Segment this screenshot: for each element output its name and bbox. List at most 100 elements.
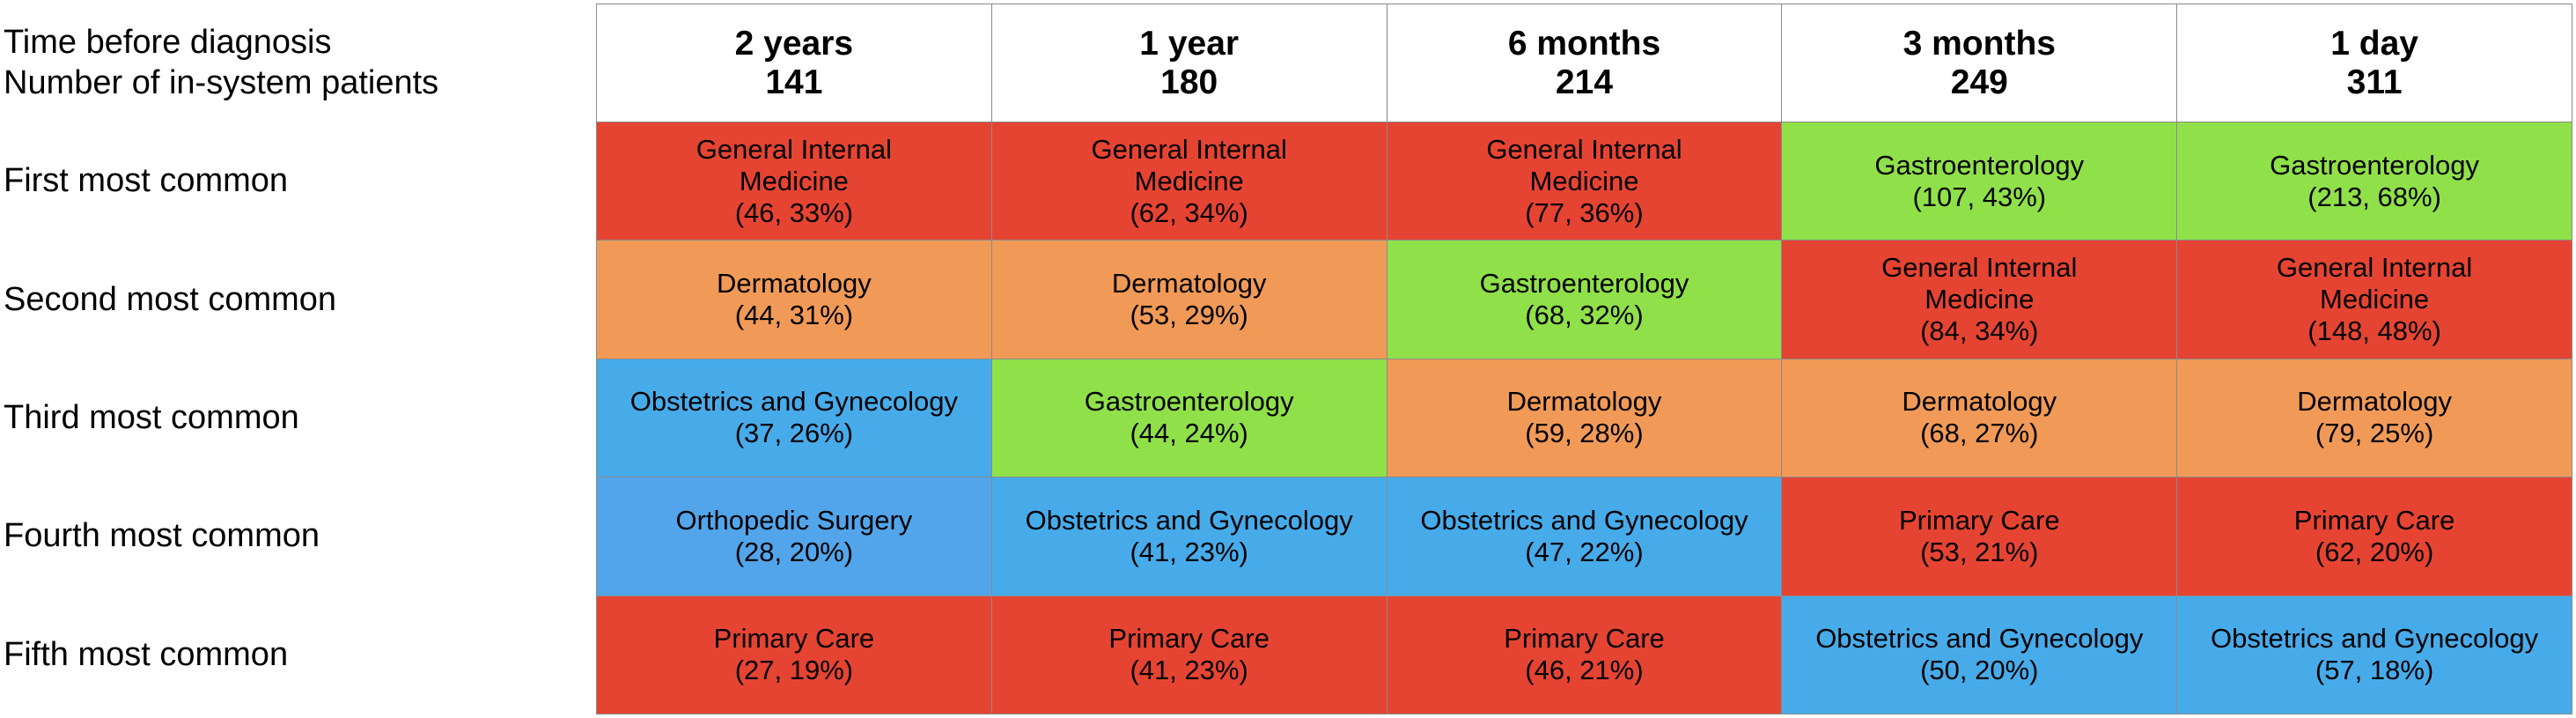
column-header: 1 day 311 bbox=[2176, 4, 2572, 122]
cell-value: (41, 23%) bbox=[1130, 536, 1248, 567]
table-cell: Obstetrics and Gynecology (37, 26%) bbox=[596, 358, 992, 478]
cell-value: (62, 20%) bbox=[2315, 536, 2434, 567]
column-patient-count: 214 bbox=[1555, 63, 1614, 101]
row-label-text: Second most common bbox=[4, 280, 337, 318]
header-label-line-1: Time before diagnosis bbox=[4, 24, 332, 61]
cell-specialty: General Internal bbox=[1486, 133, 1682, 165]
cell-specialty: Obstetrics and Gynecology bbox=[1025, 504, 1353, 536]
column-header: 2 years 141 bbox=[596, 4, 992, 122]
table-cell: Dermatology (79, 25%) bbox=[2176, 358, 2572, 478]
table-cell: General Internal Medicine (148, 48%) bbox=[2176, 240, 2572, 359]
column-time-label: 1 year bbox=[1139, 24, 1240, 63]
cell-specialty-line2: Medicine bbox=[739, 165, 849, 196]
column-patient-count: 249 bbox=[1950, 63, 2008, 101]
cell-specialty-line2: Medicine bbox=[2320, 284, 2430, 315]
cell-value: (50, 20%) bbox=[1920, 655, 2039, 686]
cell-value: (44, 31%) bbox=[734, 300, 854, 331]
header-label-line-2: Number of in-system patients bbox=[4, 64, 439, 101]
table-cell: Primary Care (62, 20%) bbox=[2176, 477, 2572, 596]
cell-specialty: Gastroenterology bbox=[1084, 386, 1294, 418]
cell-specialty: General Internal bbox=[696, 133, 893, 165]
table-cell: General Internal Medicine (62, 34%) bbox=[990, 122, 1387, 241]
cell-value: (27, 19%) bbox=[734, 655, 854, 686]
cell-value: (68, 32%) bbox=[1525, 300, 1644, 331]
table-cell: General Internal Medicine (84, 34%) bbox=[1781, 240, 2178, 359]
cell-specialty: General Internal bbox=[1881, 252, 2078, 284]
column-patient-count: 141 bbox=[765, 63, 823, 101]
cell-specialty: Dermatology bbox=[1902, 386, 2057, 418]
table-cell: Dermatology (53, 29%) bbox=[990, 240, 1387, 359]
row-label: First most common bbox=[4, 122, 288, 240]
row-label: Second most common bbox=[4, 240, 336, 358]
cell-specialty: Gastroenterology bbox=[2270, 149, 2479, 181]
table-cell: Dermatology (44, 31%) bbox=[596, 240, 992, 359]
table-cell: Obstetrics and Gynecology (41, 23%) bbox=[990, 477, 1387, 596]
cell-specialty: Gastroenterology bbox=[1874, 149, 2085, 181]
table-cell: Primary Care (27, 19%) bbox=[596, 595, 992, 714]
cell-value: (53, 29%) bbox=[1130, 300, 1248, 331]
cell-specialty-line2: Medicine bbox=[1529, 165, 1639, 196]
cell-specialty: General Internal bbox=[2276, 252, 2473, 284]
column-time-label: 6 months bbox=[1507, 24, 1661, 63]
cell-specialty: Obstetrics and Gynecology bbox=[2210, 623, 2539, 655]
table-cell: Dermatology (59, 28%) bbox=[1386, 358, 1783, 478]
column-header: 3 months 249 bbox=[1781, 4, 2178, 122]
column-header: 1 year 180 bbox=[990, 4, 1387, 122]
table-cell: Primary Care (53, 21%) bbox=[1781, 477, 2178, 596]
cell-specialty: Gastroenterology bbox=[1479, 268, 1689, 300]
column-time-label: 2 years bbox=[734, 24, 854, 63]
cell-value: (62, 34%) bbox=[1130, 196, 1248, 228]
cell-specialty: Primary Care bbox=[2293, 504, 2455, 536]
cell-value: (148, 48%) bbox=[2307, 315, 2441, 347]
table-cell: Gastroenterology (107, 43%) bbox=[1781, 122, 2178, 241]
row-label-text: First most common bbox=[4, 162, 289, 200]
row-label: Fifth most common bbox=[4, 596, 288, 714]
cell-specialty: Obstetrics and Gynecology bbox=[1420, 504, 1748, 536]
table-cell: Primary Care (41, 23%) bbox=[990, 595, 1387, 714]
cell-specialty-line2: Medicine bbox=[1925, 284, 2035, 315]
cell-specialty: Primary Care bbox=[713, 623, 875, 655]
cell-specialty: Dermatology bbox=[717, 268, 872, 300]
table-cell: Gastroenterology (44, 24%) bbox=[990, 358, 1387, 478]
cell-value: (79, 25%) bbox=[2315, 418, 2434, 449]
cell-value: (47, 22%) bbox=[1525, 536, 1644, 567]
cell-specialty: Obstetrics and Gynecology bbox=[1815, 623, 2144, 655]
cell-value: (77, 36%) bbox=[1525, 196, 1644, 228]
cell-value: (84, 34%) bbox=[1920, 315, 2039, 347]
table-cell: General Internal Medicine (77, 36%) bbox=[1386, 122, 1783, 241]
table-cell: Gastroenterology (213, 68%) bbox=[2176, 122, 2572, 241]
cell-value: (213, 68%) bbox=[2307, 181, 2441, 212]
cell-specialty: Primary Care bbox=[1504, 623, 1665, 655]
row-label: Fourth most common bbox=[4, 477, 320, 595]
column-time-label: 3 months bbox=[1903, 24, 2056, 63]
cell-specialty-line2: Medicine bbox=[1134, 165, 1244, 196]
cell-value: (44, 24%) bbox=[1130, 418, 1248, 449]
column-patient-count: 311 bbox=[2346, 63, 2403, 101]
row-label: Third most common bbox=[4, 359, 299, 477]
cell-specialty: Orthopedic Surgery bbox=[675, 504, 913, 536]
cell-value: (41, 23%) bbox=[1130, 655, 1248, 686]
cell-specialty: Obstetrics and Gynecology bbox=[629, 386, 958, 418]
column-patient-count: 180 bbox=[1160, 63, 1218, 101]
column-header: 6 months 214 bbox=[1386, 4, 1783, 122]
table-cell: General Internal Medicine (46, 33%) bbox=[596, 122, 992, 241]
table-cell: Dermatology (68, 27%) bbox=[1781, 358, 2178, 478]
cell-specialty: Dermatology bbox=[2297, 386, 2452, 418]
cell-value: (28, 20%) bbox=[734, 536, 854, 567]
cell-specialty: Dermatology bbox=[1506, 386, 1662, 418]
header-label: Time before diagnosis Number of in-system… bbox=[4, 4, 438, 122]
cell-value: (53, 21%) bbox=[1920, 536, 2039, 567]
table-cell: Primary Care (46, 21%) bbox=[1386, 595, 1783, 714]
cell-value: (46, 33%) bbox=[734, 196, 854, 228]
cell-specialty: Primary Care bbox=[1898, 504, 2060, 536]
table-cell: Obstetrics and Gynecology (57, 18%) bbox=[2176, 595, 2572, 714]
cell-specialty: Dermatology bbox=[1111, 268, 1267, 300]
cell-value: (37, 26%) bbox=[734, 418, 854, 449]
cell-value: (46, 21%) bbox=[1525, 655, 1644, 686]
cell-value: (57, 18%) bbox=[2315, 655, 2434, 686]
row-label-text: Fourth most common bbox=[4, 517, 320, 555]
row-label-text: Fifth most common bbox=[4, 635, 289, 673]
cell-value: (68, 27%) bbox=[1920, 418, 2039, 449]
table-cell: Gastroenterology (68, 32%) bbox=[1386, 240, 1783, 359]
table-cell: Obstetrics and Gynecology (50, 20%) bbox=[1781, 595, 2178, 714]
